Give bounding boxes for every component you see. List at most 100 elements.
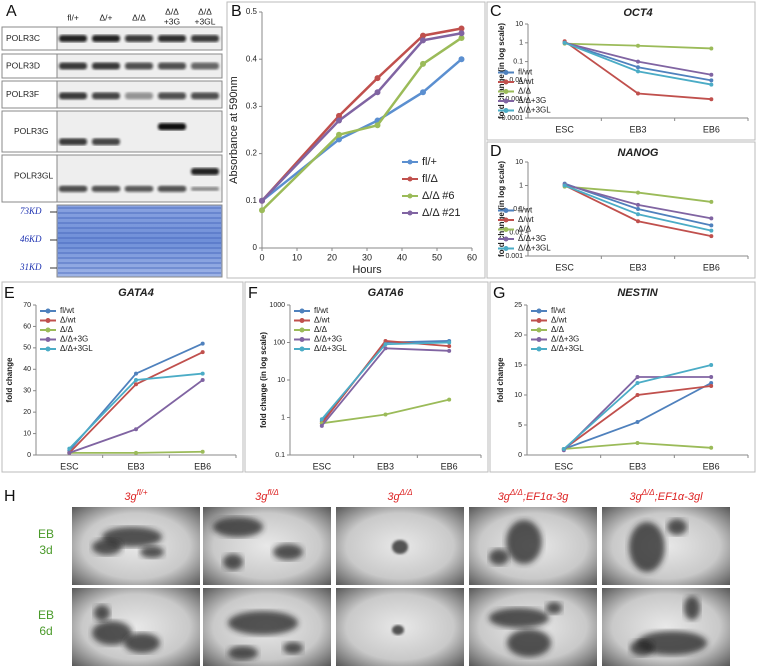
x-tick-label: EB3 bbox=[629, 262, 646, 272]
y-tick-label: 25 bbox=[514, 302, 522, 309]
legend-marker bbox=[45, 327, 51, 333]
legend-label: Δ/Δ+3GL bbox=[314, 344, 347, 353]
y-tick-label: 1 bbox=[519, 40, 523, 47]
point bbox=[709, 363, 714, 367]
y-tick-label: 0.001 bbox=[505, 253, 523, 260]
chart-title: NANOG bbox=[618, 147, 659, 159]
point bbox=[636, 59, 640, 64]
x-tick-label: 30 bbox=[362, 252, 372, 262]
legend-label: Δ/Δ+3G bbox=[518, 234, 546, 243]
y-tick-label: 0 bbox=[518, 452, 522, 459]
legend-label: Δ/wt bbox=[60, 316, 76, 325]
point bbox=[709, 216, 714, 221]
legend-marker bbox=[503, 246, 509, 251]
band bbox=[158, 186, 186, 191]
panel-letter: C bbox=[490, 3, 502, 20]
band bbox=[125, 186, 153, 191]
y-tick-label: 10 bbox=[514, 392, 522, 399]
panel-frame bbox=[486, 141, 756, 279]
legend-marker bbox=[503, 70, 509, 75]
band bbox=[158, 35, 186, 42]
point bbox=[374, 122, 381, 129]
point bbox=[259, 197, 265, 204]
x-tick-label: ESC bbox=[555, 124, 574, 134]
legend-marker bbox=[299, 318, 305, 323]
y-tick-label: 0.2 bbox=[246, 149, 258, 158]
band bbox=[191, 167, 219, 175]
x-tick-label: EB3 bbox=[377, 461, 394, 471]
y-axis-label: Absorbance at 590nm bbox=[228, 76, 240, 184]
point bbox=[635, 441, 640, 445]
band bbox=[191, 62, 219, 70]
point bbox=[458, 30, 465, 37]
panel-frame bbox=[489, 281, 756, 473]
point bbox=[709, 223, 714, 228]
panel-letter: F bbox=[248, 285, 258, 302]
y-tick-label: 0.1 bbox=[513, 206, 523, 213]
point bbox=[336, 131, 342, 138]
point bbox=[319, 417, 324, 422]
band bbox=[158, 62, 186, 70]
legend-label: Δ/wt bbox=[518, 77, 534, 86]
legend-marker bbox=[503, 208, 509, 213]
legend-label: fl/+ bbox=[422, 156, 437, 168]
panel-frame bbox=[486, 1, 756, 141]
point bbox=[709, 78, 714, 83]
point bbox=[636, 202, 640, 207]
protein-label: POLR3GL bbox=[14, 170, 53, 180]
chart-title: GATA6 bbox=[368, 287, 405, 299]
column-header: 3gΔ/Δ bbox=[387, 488, 412, 503]
legend-label: Δ/Δ+3G bbox=[314, 335, 342, 344]
band bbox=[59, 35, 87, 42]
legend-label: Δ/wt bbox=[314, 316, 330, 325]
point bbox=[636, 212, 640, 217]
point bbox=[458, 25, 465, 32]
panel-frame bbox=[1, 281, 244, 473]
header-suffix: ;EF1α-3gl bbox=[655, 491, 703, 503]
header-sup: Δ/Δ bbox=[509, 488, 523, 497]
band bbox=[191, 92, 219, 100]
x-tick-label: EB3 bbox=[629, 124, 646, 134]
legend-label: Δ/Δ+3G bbox=[551, 335, 579, 344]
point bbox=[420, 60, 426, 67]
micrograph bbox=[203, 507, 331, 585]
point bbox=[259, 207, 265, 214]
band bbox=[125, 92, 153, 100]
legend-marker bbox=[407, 176, 413, 182]
point bbox=[709, 228, 714, 233]
protein-label: POLR3G bbox=[14, 126, 49, 136]
x-tick-label: EB6 bbox=[441, 461, 458, 471]
x-tick-label: EB6 bbox=[703, 124, 720, 134]
legend-marker bbox=[536, 318, 542, 323]
point bbox=[709, 384, 714, 388]
cell-aggregate bbox=[667, 519, 687, 535]
cell-aggregate bbox=[684, 596, 700, 620]
x-tick-label: 40 bbox=[397, 252, 407, 262]
point bbox=[635, 420, 640, 424]
legend-label: Δ/Δ bbox=[60, 325, 74, 334]
cell-aggregate bbox=[392, 540, 408, 554]
y-axis-label: fold change (in log scale) bbox=[497, 23, 506, 119]
point bbox=[134, 382, 138, 387]
point bbox=[200, 341, 205, 346]
legend-marker bbox=[503, 217, 509, 223]
cell-aggregate bbox=[94, 605, 110, 621]
point bbox=[67, 446, 72, 451]
column-header: 3gfl/Δ bbox=[255, 488, 279, 503]
point bbox=[134, 378, 138, 382]
column-header: 3gfl/+ bbox=[124, 488, 147, 503]
point bbox=[636, 65, 640, 70]
point bbox=[200, 371, 205, 376]
legend-label: fl/wt bbox=[60, 306, 75, 315]
legend-marker bbox=[407, 159, 413, 165]
y-tick-label: 10 bbox=[23, 430, 31, 437]
y-tick-label: 70 bbox=[23, 302, 31, 309]
cell-aggregate bbox=[228, 611, 298, 635]
legend-label: fl/wt bbox=[518, 206, 533, 215]
y-tick-label: 60 bbox=[23, 323, 31, 330]
cell-aggregate bbox=[506, 520, 542, 564]
y-tick-label: 10 bbox=[515, 21, 523, 28]
band bbox=[59, 138, 87, 146]
band bbox=[59, 186, 87, 191]
row-label: 3d bbox=[39, 543, 52, 557]
